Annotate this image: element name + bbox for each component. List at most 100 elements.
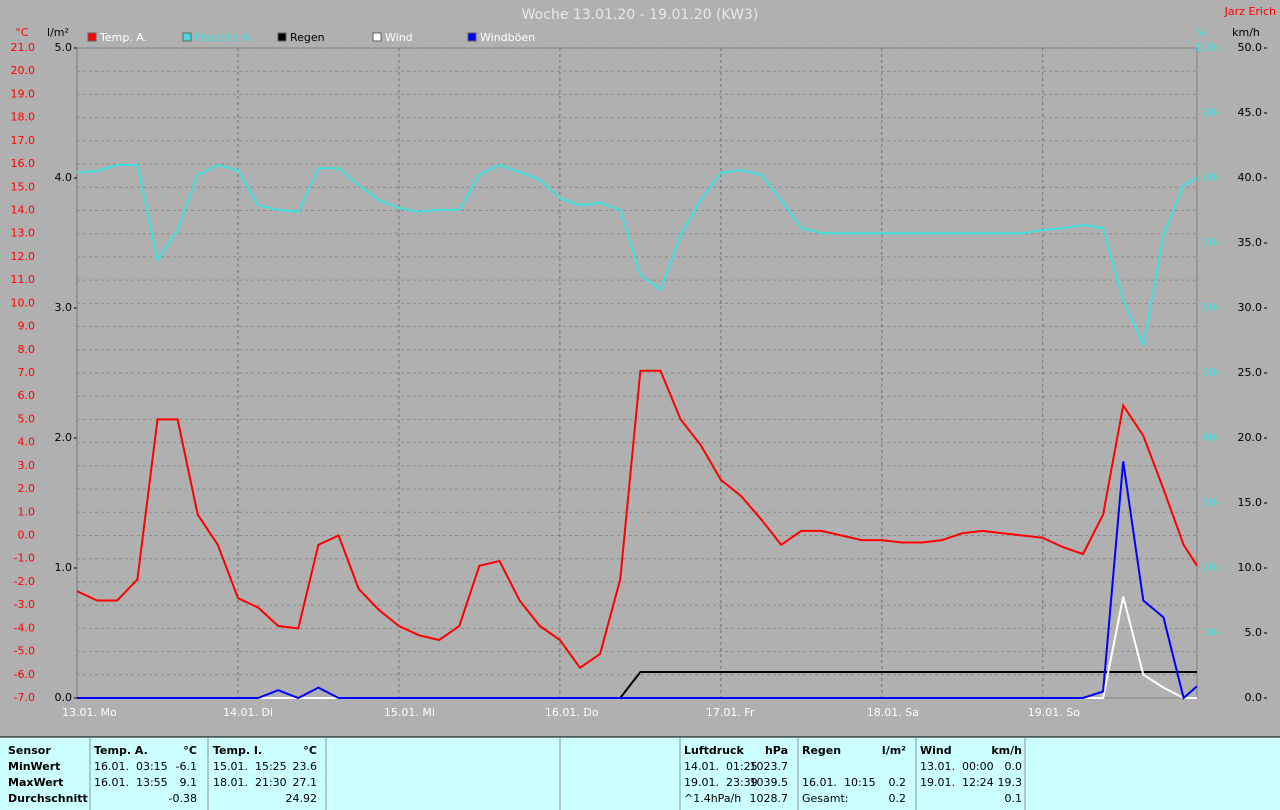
y-tick-label: 40.0 [1238, 171, 1263, 184]
stats-date: 18.01. 21:30 [213, 776, 287, 789]
chart-title: Woche 13.01.20 - 19.01.20 (KW3) [522, 7, 759, 23]
x-tick-label: 13.01. Mo [62, 706, 117, 719]
legend-swatch [277, 32, 287, 42]
y-tick-label: 16.0 [11, 157, 36, 170]
y-tick-label: 3.0 [18, 459, 36, 472]
y-tick-label: 25.0 [1238, 366, 1263, 379]
y-tick-label: -7.0 [14, 691, 35, 704]
y-tick-label: 30.0 [1238, 301, 1263, 314]
legend-label: Feuchte A. [195, 31, 253, 44]
stats-date: 19.01. 12:24 [920, 776, 994, 789]
legend-label: Windböen [480, 31, 535, 44]
stats-value: 23.6 [293, 760, 318, 773]
axis-unit: l/m² [47, 26, 69, 39]
stats-row-label: MaxWert [8, 776, 63, 789]
stats-date: ^1.4hPa/h [684, 792, 741, 805]
y-tick-label: 0.0 [18, 529, 36, 542]
legend-swatch [182, 32, 192, 42]
x-tick-label: 15.01. Mi [384, 706, 435, 719]
legend-swatch [87, 32, 97, 42]
y-tick-label: 0.0 [55, 691, 73, 704]
stats-col-unit: hPa [765, 744, 788, 757]
axis-unit: °C [15, 26, 29, 39]
stats-col-title: Temp. A. [94, 744, 148, 757]
y-tick-label: -5.0 [14, 645, 35, 658]
y-tick-label: 2.0 [18, 482, 36, 495]
x-tick-label: 17.01. Fr [706, 706, 755, 719]
y-tick-label: 21.0 [11, 41, 36, 54]
y-tick-label: 80 [1202, 171, 1216, 184]
y-tick-label: 3.0 [55, 301, 73, 314]
y-tick-label: 14.0 [11, 204, 36, 217]
stats-row-label: Durchschnitt [8, 792, 88, 805]
y-tick-label: 5.0 [18, 412, 36, 425]
stats-value: 0.0 [1005, 760, 1023, 773]
y-tick-label: 60 [1202, 301, 1216, 314]
y-tick-label: -6.0 [14, 668, 35, 681]
author: Jarz Erich [1224, 5, 1276, 18]
y-tick-label: 13.0 [11, 227, 36, 240]
y-tick-label: -4.0 [14, 621, 35, 634]
legend-label: Regen [290, 31, 325, 44]
y-tick-label: 8.0 [18, 343, 36, 356]
y-tick-label: 7.0 [18, 366, 36, 379]
stats-value: 9.1 [180, 776, 198, 789]
series-line [76, 369, 1198, 670]
axis-unit: km/h [1232, 26, 1260, 39]
stats-col-unit: km/h [991, 744, 1022, 757]
stats-value: 24.92 [286, 792, 318, 805]
legend-label: Wind [385, 31, 413, 44]
stats-col-unit: °C [183, 744, 197, 757]
y-tick-label: 100 [1195, 41, 1216, 54]
stats-value: -0.38 [169, 792, 197, 805]
y-tick-label: 50.0 [1238, 41, 1263, 54]
y-tick-label: 9.0 [18, 320, 36, 333]
stats-col-title: Wind [920, 744, 952, 757]
stats-value: 1039.5 [750, 776, 789, 789]
y-tick-label: 11.0 [11, 273, 36, 286]
legend-swatch [467, 32, 477, 42]
stats-panel [0, 737, 1280, 810]
y-tick-label: 30 [1202, 496, 1216, 509]
y-tick-label: 15.0 [1238, 496, 1263, 509]
legend-swatch [372, 32, 382, 42]
x-tick-label: 14.01. Di [223, 706, 273, 719]
y-tick-label: 19.0 [11, 87, 36, 100]
y-tick-label: 70 [1202, 236, 1216, 249]
y-tick-label: 0.0 [1245, 691, 1263, 704]
y-tick-label: 50 [1202, 366, 1216, 379]
y-tick-label: 18.0 [11, 111, 36, 124]
axis-unit: % [1196, 26, 1206, 39]
stats-col-title: Temp. I. [213, 744, 262, 757]
stats-date: 15.01. 15:25 [213, 760, 287, 773]
stats-date: 16.01. 10:15 [802, 776, 876, 789]
y-tick-label: 90 [1202, 106, 1216, 119]
y-tick-label: -1.0 [14, 552, 35, 565]
y-tick-label: 2.0 [55, 431, 73, 444]
stats-row-label: MinWert [8, 760, 60, 773]
stats-value: 19.3 [998, 776, 1023, 789]
y-tick-label: 4.0 [18, 436, 36, 449]
y-tick-label: 40 [1202, 431, 1216, 444]
y-tick-label: 5.0 [55, 41, 73, 54]
stats-value: 0.1 [1005, 792, 1023, 805]
series-line [76, 163, 1198, 349]
stats-value: 0.2 [889, 792, 907, 805]
stats-value: -6.1 [176, 760, 197, 773]
y-tick-label: 10.0 [1238, 561, 1263, 574]
x-tick-label: 18.01. Sa [867, 706, 919, 719]
series-line [77, 461, 1198, 700]
y-tick-label: 4.0 [55, 171, 73, 184]
y-tick-label: -2.0 [14, 575, 35, 588]
y-tick-label: 45.0 [1238, 106, 1263, 119]
y-tick-label: 1.0 [55, 561, 73, 574]
stats-value: 0.2 [889, 776, 907, 789]
stats-header: Sensor [8, 744, 51, 757]
stats-col-unit: °C [303, 744, 317, 757]
y-tick-label: -3.0 [14, 598, 35, 611]
y-tick-label: 12.0 [11, 250, 36, 263]
stats-date: 16.01. 13:55 [94, 776, 168, 789]
y-tick-label: 1.0 [18, 505, 36, 518]
y-tick-label: 20 [1202, 561, 1216, 574]
